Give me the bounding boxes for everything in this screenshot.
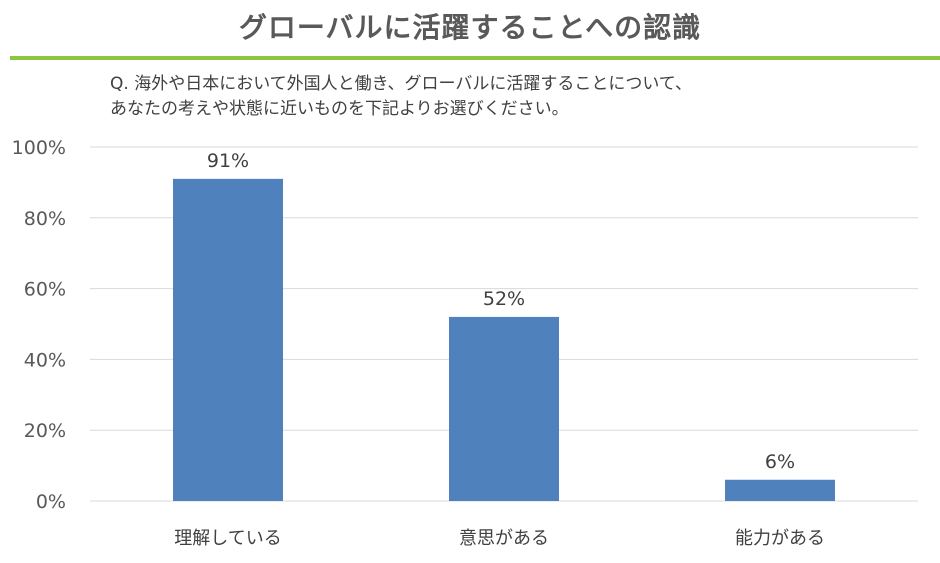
- bar: [725, 479, 835, 501]
- data-label: 6%: [765, 451, 795, 473]
- category-labels: 理解している 意思がある 能力がある: [174, 528, 825, 549]
- question-line-2: あなたの考えや状態に近いものを下記よりお選びください。: [110, 99, 569, 119]
- title-underline: [10, 56, 940, 60]
- y-tick-label: 0%: [36, 491, 66, 513]
- data-label: 52%: [483, 288, 525, 310]
- y-axis-ticks: 0% 20% 40% 60% 80% 100%: [12, 137, 66, 513]
- bar: [449, 316, 559, 501]
- bars: [173, 178, 835, 502]
- page-title: グローバルに活躍することへの認識: [238, 11, 702, 44]
- category-label: 意思がある: [459, 528, 549, 549]
- data-label: 91%: [207, 150, 249, 172]
- y-tick-label: 100%: [12, 137, 66, 159]
- y-tick-label: 20%: [24, 420, 66, 442]
- survey-question: Q. 海外や日本において外国人と働き、グローバルに活躍することについて、 あなた…: [110, 72, 910, 122]
- question-line-1: Q. 海外や日本において外国人と働き、グローバルに活躍することについて、: [110, 74, 692, 94]
- y-tick-label: 60%: [24, 279, 66, 301]
- category-label: 能力がある: [735, 528, 825, 549]
- y-tick-label: 40%: [24, 349, 66, 371]
- data-labels: 91% 52% 6%: [207, 150, 795, 473]
- bar: [173, 178, 283, 502]
- y-tick-label: 80%: [24, 208, 66, 230]
- category-label: 理解している: [174, 528, 281, 549]
